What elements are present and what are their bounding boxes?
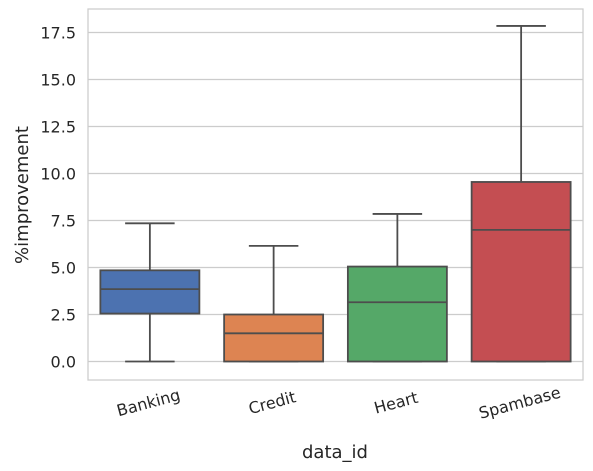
- y-tick-label: 10.0: [40, 165, 76, 184]
- y-tick-labels: 0.0 2.5 5.0 7.5 10.0 12.5 15.0 17.5: [40, 24, 76, 372]
- box-layer: [100, 26, 570, 362]
- x-tick-labels: Banking Credit Heart Spambase: [115, 383, 563, 423]
- box-spambase: [472, 26, 571, 362]
- iqr-box: [472, 182, 571, 362]
- box-heart: [348, 214, 447, 362]
- y-tick-label: 15.0: [40, 71, 76, 90]
- box-credit: [224, 246, 323, 362]
- y-tick-label: 7.5: [51, 212, 76, 231]
- x-tick-label: Credit: [247, 387, 298, 418]
- y-tick-label: 12.5: [40, 118, 76, 137]
- x-tick-label: Spambase: [477, 383, 563, 423]
- box-banking: [100, 223, 199, 361]
- y-axis-label: %improvement: [12, 126, 33, 264]
- y-tick-label: 2.5: [51, 306, 76, 325]
- x-tick-label: Banking: [115, 385, 183, 420]
- y-tick-label: 17.5: [40, 24, 76, 43]
- iqr-box: [100, 270, 199, 313]
- iqr-box: [348, 267, 447, 362]
- y-tick-label: 5.0: [51, 259, 76, 278]
- x-tick-label: Heart: [372, 388, 420, 418]
- x-axis-label: data_id: [302, 442, 368, 463]
- y-tick-label: 0.0: [51, 353, 76, 372]
- iqr-box: [224, 315, 323, 362]
